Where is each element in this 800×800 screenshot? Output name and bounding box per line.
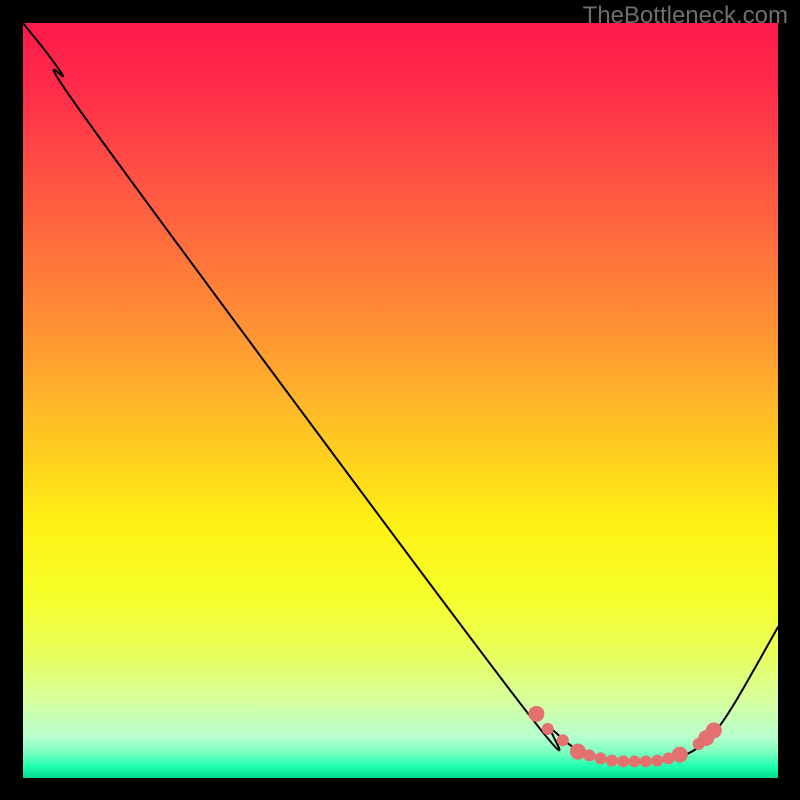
chart-stage: TheBottleneck.com [0, 0, 800, 800]
chart-background-gradient [23, 23, 778, 778]
watermark-text: TheBottleneck.com [583, 2, 788, 30]
